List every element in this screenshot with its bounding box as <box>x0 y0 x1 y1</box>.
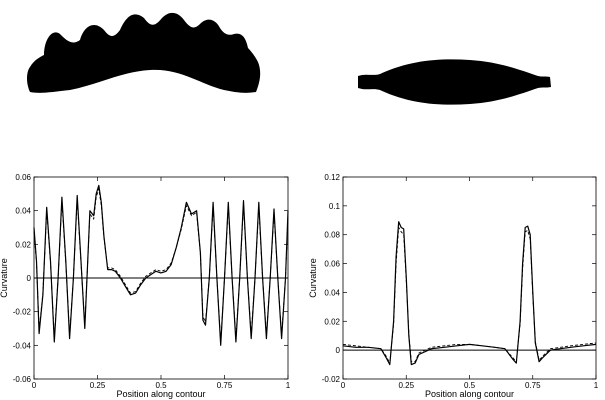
x-tick-label: 0.25 <box>398 381 414 390</box>
y-axis-label: Curvature <box>308 258 318 298</box>
left-curvature-chart: 0 0.25 0.5 0.75 1 -0.06 -0.04 -0.02 0 0.02 0.04 0.0… <box>0 173 291 399</box>
y-tick-label: 0.12 <box>324 173 340 182</box>
y-axis-label: Curvature <box>0 258 9 298</box>
y-tick-label: 0.04 <box>324 288 340 297</box>
y-tick-label: 0.02 <box>15 240 31 249</box>
y-tick-label: 0.04 <box>15 207 31 216</box>
y-tick-label: -0.04 <box>13 341 32 350</box>
x-tick-label: 0.75 <box>525 381 541 390</box>
right-curvature-chart: 0 0.25 0.5 0.75 1-0.0200.020.040.060.080.10.… <box>308 173 599 399</box>
solid-series-line <box>33 184 289 346</box>
y-tick-label: 0 <box>336 346 341 355</box>
dashed-series-line <box>33 188 289 343</box>
y-tick-label: -0.06 <box>13 375 32 384</box>
spindle-silhouette <box>358 59 551 105</box>
x-axis-label: Position along contour <box>425 389 514 399</box>
x-tick-label: 1 <box>594 381 599 390</box>
y-tick-label: 0.06 <box>15 173 31 182</box>
x-tick-label: 0.5 <box>155 381 167 390</box>
y-tick-label: -0.02 <box>13 308 32 317</box>
x-axis-label: Position along contour <box>116 389 205 399</box>
solid-series-line <box>342 221 597 366</box>
x-tick-label: 0.75 <box>217 381 233 390</box>
x-tick-label: 1 <box>286 381 291 390</box>
x-tick-label: 0 <box>341 381 346 390</box>
y-tick-label: -0.02 <box>322 375 341 384</box>
y-tick-label: 0.02 <box>324 317 340 326</box>
wavy-arch-silhouette <box>27 12 261 93</box>
y-tick-label: 0.08 <box>324 231 340 240</box>
y-tick-label: 0 <box>27 274 32 283</box>
y-tick-label: 0.06 <box>324 260 340 269</box>
x-tick-label: 0.25 <box>90 381 106 390</box>
dashed-series-line <box>342 227 597 364</box>
y-tick-label: 0.1 <box>329 202 341 211</box>
x-tick-label: 0 <box>32 381 37 390</box>
x-tick-label: 0.5 <box>464 381 476 390</box>
